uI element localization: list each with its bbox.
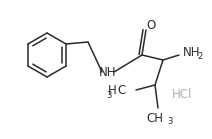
Text: NH: NH [99, 65, 117, 79]
Text: CH: CH [146, 112, 163, 125]
Text: 2: 2 [197, 52, 202, 60]
Text: H: H [108, 84, 117, 96]
Text: C: C [117, 84, 125, 96]
Text: NH: NH [183, 45, 201, 59]
Text: 3: 3 [107, 90, 112, 100]
Text: HCl: HCl [172, 89, 192, 101]
Text: O: O [146, 18, 156, 32]
Text: 3: 3 [167, 117, 172, 126]
